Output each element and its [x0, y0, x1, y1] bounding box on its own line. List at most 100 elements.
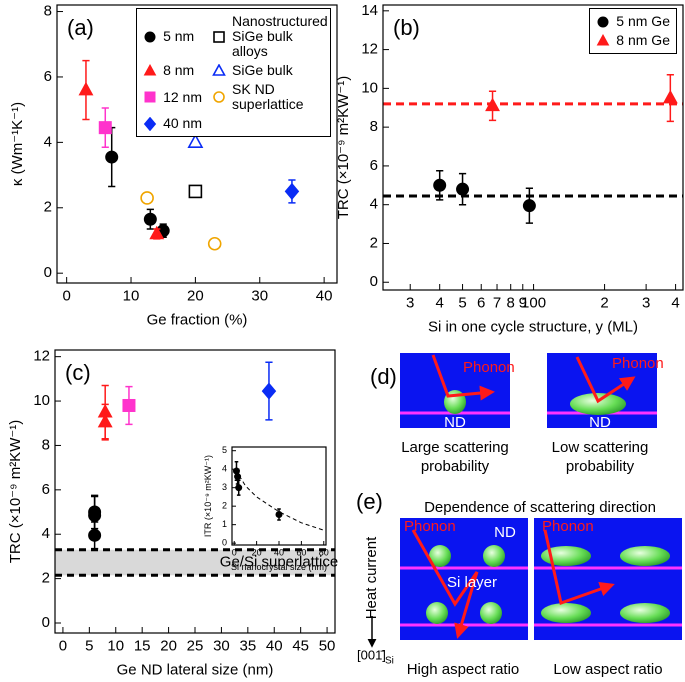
legend: 5 nm 8 nm 12 nm 40 nm Nanostructured SiGe bu…: [136, 8, 331, 137]
marker: [122, 398, 136, 412]
caption: High aspect ratio: [407, 661, 520, 678]
x-tick-label: 0: [232, 547, 237, 557]
x-tick-label: 2: [600, 294, 608, 311]
y-axis-label: TRC (×10⁻⁹ m²KW⁻¹): [7, 420, 24, 564]
legend-marker: [144, 31, 156, 42]
x-tick-label: 30: [251, 287, 268, 304]
x-tick-label: 60: [296, 547, 306, 557]
marker: [213, 30, 225, 43]
direction-label: [001̄]: [357, 647, 386, 662]
marker: [144, 31, 156, 42]
x-axis-label: Ge ND lateral size (nm): [117, 661, 274, 678]
nanodot: [480, 602, 502, 624]
nanodot: [483, 545, 505, 567]
x-tick-label: 100: [521, 294, 546, 311]
x-tick-label: 5: [458, 294, 466, 311]
marker: [88, 508, 102, 522]
x-tick-label: 25: [187, 637, 204, 654]
marker: [97, 413, 113, 428]
legend-marker: [144, 91, 156, 103]
marker: [596, 33, 610, 45]
panel-label: (b): [393, 15, 420, 40]
legend-entry: 5 nm Ge: [596, 14, 670, 29]
marker: [143, 63, 157, 75]
x-tick-label: 3: [406, 294, 414, 311]
y-tick-label: 3: [222, 482, 227, 492]
x-tick-label: 5: [85, 637, 93, 654]
plot-area: [232, 447, 326, 545]
caption: probability: [421, 458, 490, 475]
marker: [105, 150, 119, 164]
y-tick-label: 2: [44, 199, 52, 216]
y-tick-label: 0: [370, 273, 378, 290]
x-tick-label: 20: [187, 287, 204, 304]
marker: [485, 97, 500, 112]
heat-current-label: Heat current: [363, 536, 380, 619]
y-tick-label: 2: [370, 234, 378, 251]
marker: [597, 16, 609, 27]
y-tick-label: 2: [42, 570, 50, 587]
direction-subscript: Si: [385, 656, 394, 667]
y-tick-label: 8: [370, 118, 378, 135]
plot-frame: [231, 446, 327, 546]
y-tick-label: 0: [222, 538, 227, 548]
y-tick-label: 5: [222, 445, 227, 455]
phonon-label: Phonon: [612, 355, 664, 372]
marker: [144, 91, 156, 103]
legend-label: 5 nm Ge: [616, 13, 670, 29]
legend-label: 5 nm: [163, 28, 195, 44]
y-tick-label: 12: [33, 348, 50, 365]
legend-entry: 8 nm: [143, 63, 202, 78]
diagram-title: Dependence of scattering direction: [424, 499, 656, 516]
x-tick-label: 7: [493, 294, 501, 311]
legend-label: 12 nm: [163, 88, 202, 105]
marker: [88, 528, 102, 542]
y-tick-label: 4: [42, 525, 50, 542]
marker: [140, 191, 154, 205]
y-axis-label: κ (Wm⁻¹K⁻¹): [9, 102, 26, 186]
y-tick-label: 12: [361, 41, 378, 58]
nanodot: [426, 602, 448, 624]
y-tick-label: 2: [222, 501, 227, 511]
panel-label: (e): [356, 489, 383, 514]
x-tick-label: 45: [292, 637, 309, 654]
y-tick-label: 0: [42, 614, 50, 631]
caption: Low scattering: [552, 439, 649, 456]
marker: [433, 178, 447, 192]
y-tick-label: 10: [361, 79, 378, 96]
x-tick-label: 6: [477, 294, 485, 311]
x-tick-label: 9: [519, 294, 527, 311]
marker: [456, 182, 470, 196]
marker: [207, 236, 222, 251]
caption: probability: [566, 458, 635, 475]
x-tick-label: 20: [160, 637, 177, 654]
plot-frame: [56, 4, 338, 284]
y-tick-label: 14: [361, 2, 378, 19]
panel-label: (a): [67, 15, 94, 40]
y-axis-label: ITR (×10⁻⁹ m²KW⁻¹): [203, 455, 213, 537]
x-tick-label: 40: [274, 547, 284, 557]
y-tick-label: 6: [42, 481, 50, 498]
x-axis-label: Si in one cycle structure, y (ML): [428, 318, 638, 335]
marker: [143, 116, 157, 131]
marker: [213, 91, 225, 103]
caption: Low aspect ratio: [553, 661, 662, 678]
band: [55, 549, 335, 576]
x-tick-label: 35: [239, 637, 256, 654]
nanodot: [541, 546, 591, 566]
legend-marker: [143, 63, 157, 75]
caption: Large scattering: [401, 439, 509, 456]
phonon-path: [575, 356, 636, 404]
x-tick-label: 40: [316, 287, 333, 304]
x-tick-label: 8: [507, 294, 515, 311]
x-tick-label: 10: [123, 287, 140, 304]
legend-marker: [212, 63, 226, 76]
nanodot: [570, 393, 626, 415]
marker: [261, 382, 277, 400]
legend-label: 40 nm: [163, 115, 202, 131]
band-label: Ge/Si superlattice: [220, 553, 338, 570]
legend-entry: 5 nm: [143, 14, 202, 59]
legend-entry: 8 nm Ge: [596, 33, 670, 48]
marker: [212, 63, 226, 76]
